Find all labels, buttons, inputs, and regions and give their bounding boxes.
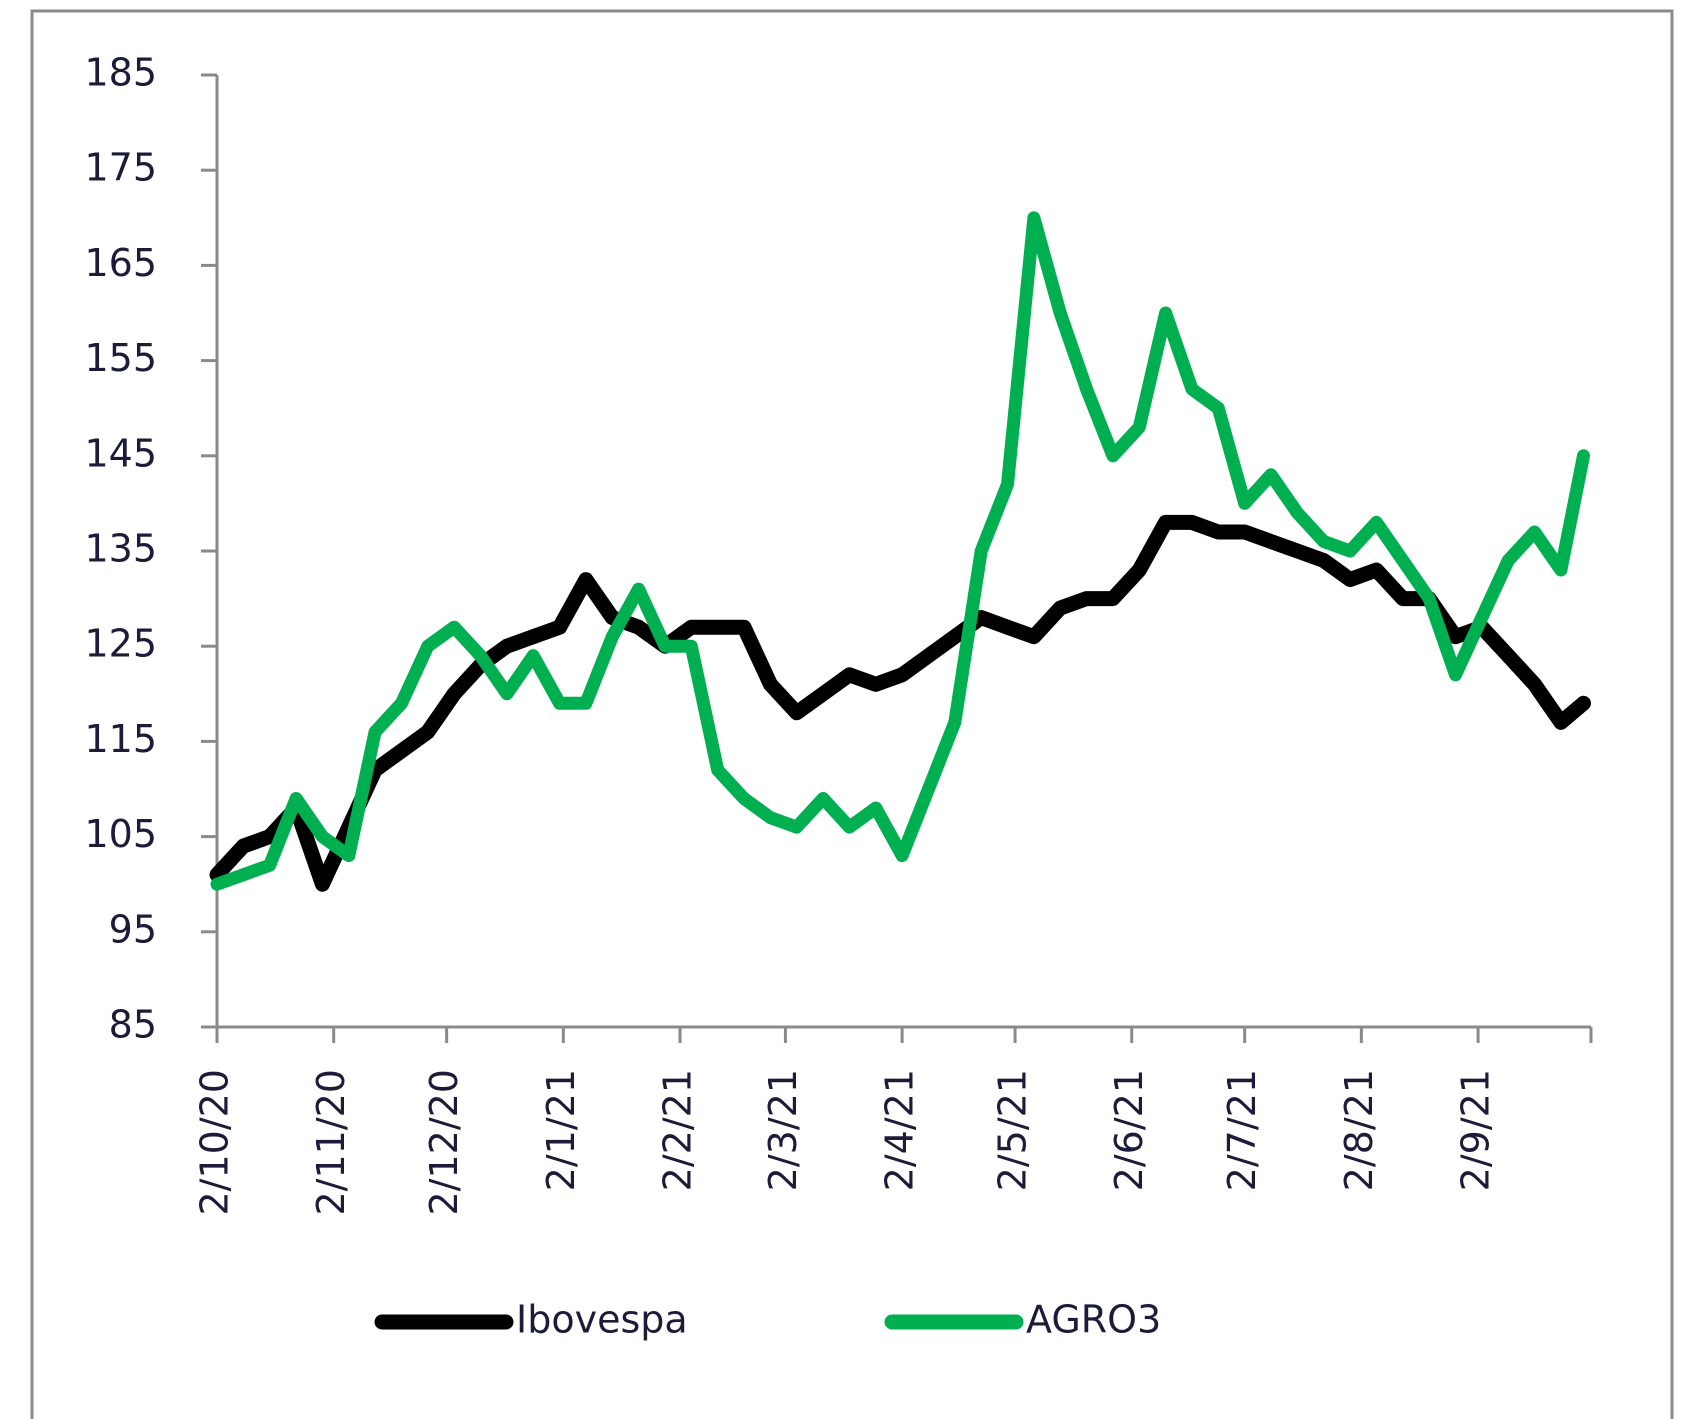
y-tick-label: 125 xyxy=(84,622,157,666)
series-line xyxy=(210,211,1590,891)
y-tick-label: 165 xyxy=(84,241,157,285)
x-tick-label: 2/9/21 xyxy=(1454,1069,1498,1191)
x-tick-label: 2/7/21 xyxy=(1220,1069,1264,1191)
x-tick-label: 2/4/21 xyxy=(878,1069,922,1191)
x-tick-label: 2/5/21 xyxy=(991,1069,1035,1191)
x-tick-label: 2/8/21 xyxy=(1337,1069,1381,1191)
y-tick-label: 175 xyxy=(84,146,157,190)
y-tick-label: 105 xyxy=(84,812,157,856)
legend-label: AGRO3 xyxy=(1026,1298,1161,1342)
x-tick-label: 2/1/21 xyxy=(539,1069,583,1191)
y-tick-label: 115 xyxy=(84,717,157,761)
y-tick-label: 135 xyxy=(84,527,157,571)
x-tick-label: 2/10/20 xyxy=(193,1069,237,1216)
y-tick-label: 85 xyxy=(109,1003,157,1047)
x-tick-label: 2/6/21 xyxy=(1107,1069,1151,1191)
series-line xyxy=(209,514,1591,892)
y-tick-label: 185 xyxy=(84,51,157,95)
y-tick-label: 95 xyxy=(109,907,157,951)
x-tick-label: 2/3/21 xyxy=(761,1069,805,1191)
y-tick-label: 145 xyxy=(84,431,157,475)
x-tick-label: 2/11/20 xyxy=(309,1069,353,1216)
y-tick-label: 155 xyxy=(84,336,157,380)
x-tick-label: 2/12/20 xyxy=(422,1069,466,1216)
chart-border xyxy=(30,9,1674,1419)
legend-label: Ibovespa xyxy=(516,1298,688,1342)
x-tick-label: 2/2/21 xyxy=(656,1069,700,1191)
